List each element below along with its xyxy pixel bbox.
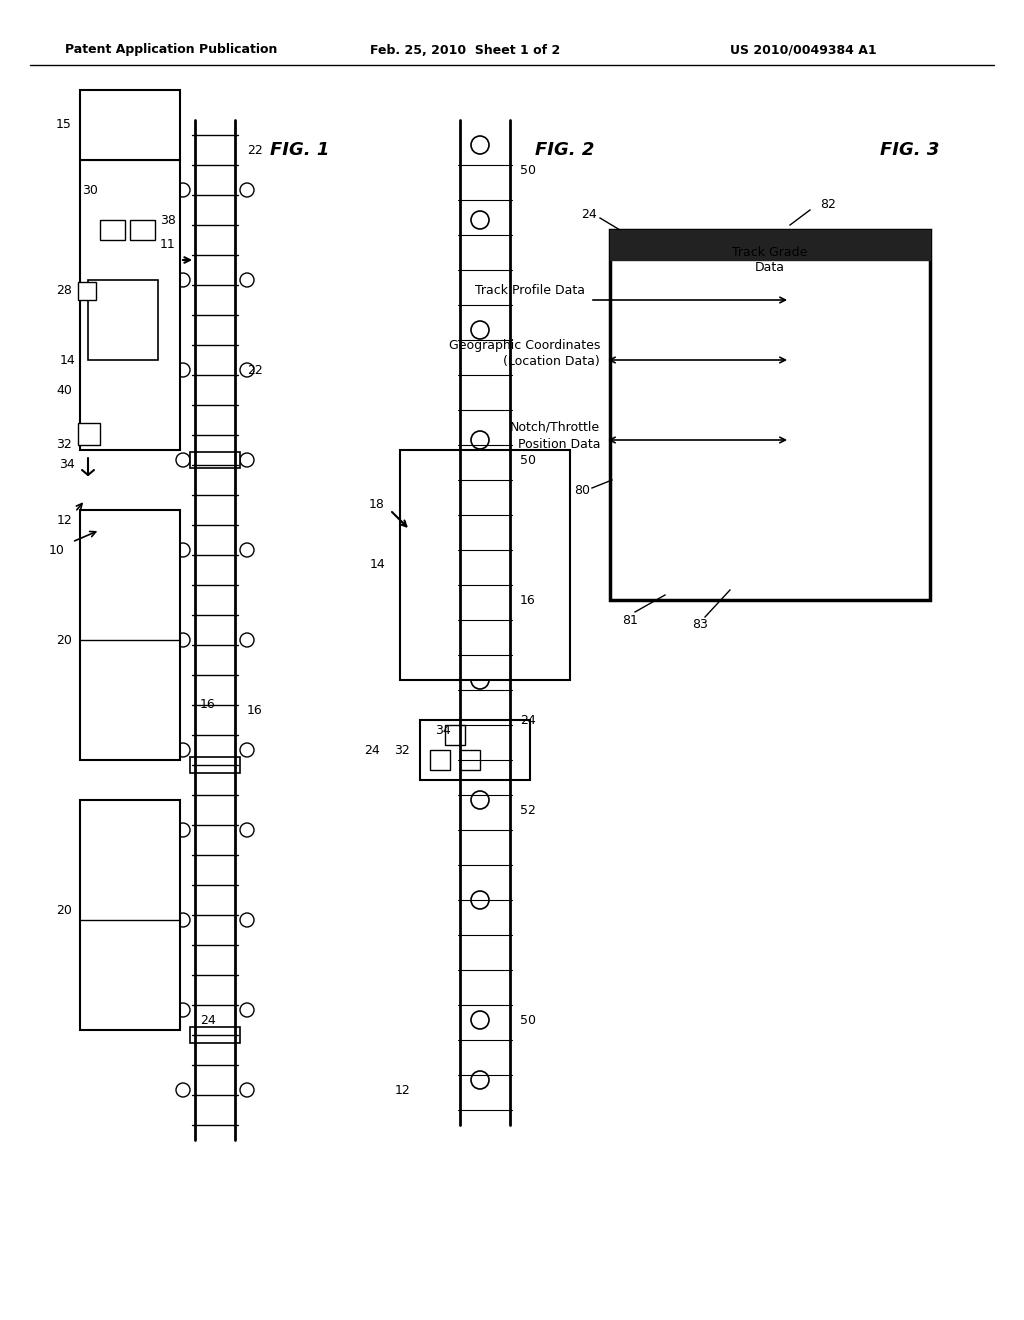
Bar bbox=[460, 750, 480, 770]
Text: 52: 52 bbox=[520, 804, 536, 817]
Text: Track Profile Data: Track Profile Data bbox=[475, 284, 585, 297]
Bar bbox=[190, 756, 240, 774]
Circle shape bbox=[176, 363, 190, 378]
Text: 15: 15 bbox=[56, 119, 72, 132]
Circle shape bbox=[240, 1003, 254, 1016]
Bar bbox=[420, 719, 530, 780]
Bar bbox=[610, 230, 930, 260]
Text: 24: 24 bbox=[520, 714, 536, 726]
Circle shape bbox=[240, 453, 254, 467]
Circle shape bbox=[240, 634, 254, 647]
Circle shape bbox=[240, 363, 254, 378]
Text: 14: 14 bbox=[370, 558, 385, 572]
Text: 30: 30 bbox=[82, 183, 98, 197]
Bar bbox=[78, 422, 100, 445]
Text: 16: 16 bbox=[200, 698, 216, 711]
Circle shape bbox=[176, 453, 190, 467]
Circle shape bbox=[240, 273, 254, 286]
Text: (Location Data): (Location Data) bbox=[503, 355, 600, 368]
Circle shape bbox=[176, 913, 190, 927]
Circle shape bbox=[471, 1071, 489, 1089]
Bar bbox=[400, 450, 570, 680]
Bar bbox=[190, 451, 240, 469]
Circle shape bbox=[471, 1011, 489, 1030]
Bar bbox=[80, 90, 180, 160]
Circle shape bbox=[471, 671, 489, 689]
Circle shape bbox=[471, 791, 489, 809]
Text: 28: 28 bbox=[56, 284, 72, 297]
Text: FIG. 2: FIG. 2 bbox=[535, 141, 594, 158]
Circle shape bbox=[471, 211, 489, 228]
Text: 34: 34 bbox=[59, 458, 75, 471]
Text: 14: 14 bbox=[59, 354, 75, 367]
Text: 22: 22 bbox=[247, 144, 263, 157]
Circle shape bbox=[176, 634, 190, 647]
Text: 22: 22 bbox=[247, 363, 263, 376]
Text: 12: 12 bbox=[56, 513, 72, 527]
Text: Position Data: Position Data bbox=[517, 437, 600, 450]
Text: 40: 40 bbox=[56, 384, 72, 396]
Circle shape bbox=[240, 183, 254, 197]
Text: FIG. 3: FIG. 3 bbox=[880, 141, 939, 158]
Text: Patent Application Publication: Patent Application Publication bbox=[65, 44, 278, 57]
Circle shape bbox=[176, 183, 190, 197]
Bar bbox=[190, 1027, 240, 1043]
Bar bbox=[445, 725, 465, 744]
Text: 38: 38 bbox=[160, 214, 176, 227]
Bar bbox=[80, 800, 180, 1030]
Circle shape bbox=[176, 1003, 190, 1016]
Text: 50: 50 bbox=[520, 1014, 536, 1027]
Text: 50: 50 bbox=[520, 164, 536, 177]
Text: 20: 20 bbox=[56, 634, 72, 647]
Bar bbox=[100, 220, 125, 240]
Text: 24: 24 bbox=[582, 209, 597, 222]
Text: 32: 32 bbox=[394, 743, 410, 756]
Bar bbox=[80, 160, 180, 450]
Text: 16: 16 bbox=[247, 704, 263, 717]
Text: 16: 16 bbox=[520, 594, 536, 606]
Text: 11: 11 bbox=[160, 239, 175, 252]
Circle shape bbox=[176, 273, 190, 286]
Text: 80: 80 bbox=[574, 483, 590, 496]
Bar bbox=[80, 510, 180, 760]
Circle shape bbox=[471, 891, 489, 909]
Text: 10: 10 bbox=[49, 544, 65, 557]
Text: 32: 32 bbox=[56, 438, 72, 451]
Text: 24: 24 bbox=[200, 1014, 216, 1027]
Text: 24: 24 bbox=[365, 743, 380, 756]
Bar bbox=[430, 750, 450, 770]
Text: 82: 82 bbox=[820, 198, 836, 211]
Text: Feb. 25, 2010  Sheet 1 of 2: Feb. 25, 2010 Sheet 1 of 2 bbox=[370, 44, 560, 57]
Text: 50: 50 bbox=[520, 454, 536, 466]
Bar bbox=[610, 230, 930, 601]
Text: Geographic Coordinates: Geographic Coordinates bbox=[449, 338, 600, 351]
Circle shape bbox=[240, 1082, 254, 1097]
Bar bbox=[88, 280, 158, 360]
Text: 83: 83 bbox=[692, 619, 708, 631]
Text: 34: 34 bbox=[435, 723, 451, 737]
Circle shape bbox=[240, 543, 254, 557]
Circle shape bbox=[176, 543, 190, 557]
Text: 20: 20 bbox=[56, 903, 72, 916]
Text: US 2010/0049384 A1: US 2010/0049384 A1 bbox=[730, 44, 877, 57]
Circle shape bbox=[240, 913, 254, 927]
Circle shape bbox=[176, 743, 190, 756]
Circle shape bbox=[176, 1082, 190, 1097]
Text: FIG. 1: FIG. 1 bbox=[270, 141, 330, 158]
Circle shape bbox=[471, 550, 489, 569]
Circle shape bbox=[240, 822, 254, 837]
Text: Notch/Throttle: Notch/Throttle bbox=[510, 421, 600, 433]
Circle shape bbox=[176, 822, 190, 837]
Text: 81: 81 bbox=[622, 614, 638, 627]
Circle shape bbox=[471, 136, 489, 154]
Bar bbox=[78, 282, 96, 300]
Circle shape bbox=[471, 432, 489, 449]
Circle shape bbox=[240, 743, 254, 756]
Text: 12: 12 bbox=[394, 1084, 410, 1097]
Circle shape bbox=[471, 321, 489, 339]
Text: Track Grade
Data: Track Grade Data bbox=[732, 246, 808, 275]
Text: 18: 18 bbox=[369, 499, 385, 511]
Bar bbox=[130, 220, 155, 240]
